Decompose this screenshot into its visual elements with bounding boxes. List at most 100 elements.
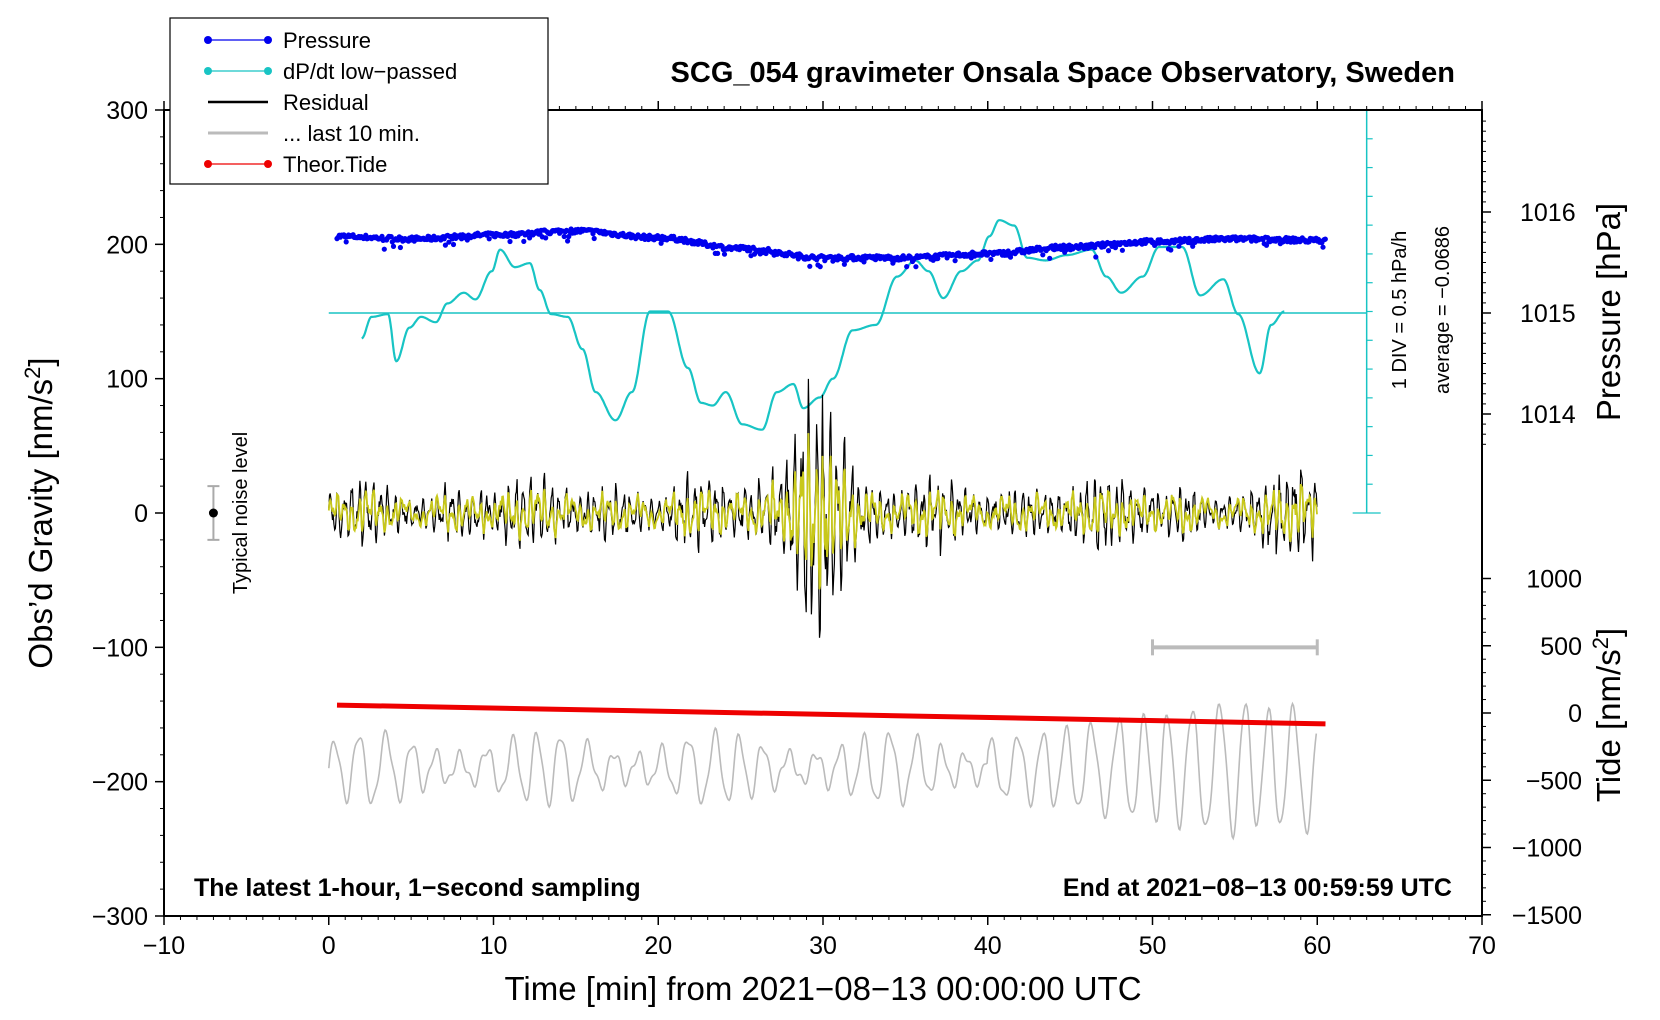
legend-label-pressure: Pressure	[283, 28, 371, 53]
x-tick-label: 60	[1303, 932, 1331, 960]
x-tick-label: 40	[974, 932, 1002, 960]
pressure-tick-label: 1014	[1520, 401, 1576, 429]
end-time-label: End at 2021−08−13 00:59:59 UTC	[1063, 874, 1452, 902]
legend-item-tide: Theor.Tide	[204, 152, 387, 177]
pressure-point	[817, 264, 823, 270]
legend-marker-dpdt-end	[264, 67, 272, 75]
legend-item-residual: Residual	[208, 90, 369, 115]
y-tick-label: −300	[92, 903, 148, 931]
pressure-point	[442, 242, 448, 248]
pressure-point	[988, 256, 994, 262]
x-tick-label: 70	[1468, 932, 1496, 960]
legend-item-last10: ... last 10 min.	[208, 121, 420, 146]
pressure-point	[381, 246, 387, 252]
pressure-point	[507, 238, 513, 245]
x-tick-label: 50	[1139, 932, 1167, 960]
pressure-point	[715, 250, 721, 256]
pressure-point	[952, 258, 958, 264]
pressure-point	[388, 234, 394, 240]
pressure-point	[446, 239, 452, 245]
noise-bar-point	[208, 508, 218, 518]
pressure-point	[1040, 252, 1046, 258]
pressure-point	[379, 233, 385, 239]
pressure-point	[904, 264, 910, 270]
pressure-point	[486, 236, 492, 242]
pressure-point	[561, 233, 567, 240]
y-tick-label: 100	[106, 366, 148, 394]
pressure-point	[1190, 243, 1196, 249]
pressure-point	[913, 264, 919, 270]
tide-tick-label: 1000	[1526, 566, 1582, 594]
legend-label-dpdt: dP/dt low−passed	[283, 59, 457, 84]
tide-tick-label: 500	[1540, 633, 1582, 661]
pressure-point	[1176, 243, 1182, 249]
y-tick-label: 0	[134, 500, 148, 528]
pressure-tick-label: 1015	[1520, 300, 1576, 328]
pressure-point	[591, 235, 597, 242]
tide-line	[336, 702, 1326, 727]
axis-layer: −10 0 10 20 30 40 50 60 703002001000−100−200−300…	[92, 97, 1582, 960]
legend-label-last10: ... last 10 min.	[283, 121, 420, 146]
pressure-point	[527, 235, 533, 241]
noise-level-label: Typical noise level	[230, 432, 252, 594]
pressure-point	[1322, 236, 1328, 242]
pressure-point	[565, 238, 571, 244]
tide-axis-title: Tide [nm/s2]	[1588, 628, 1627, 802]
y-tick-label: 300	[106, 97, 148, 125]
tide-tick-label: 0	[1568, 700, 1582, 728]
legend-marker-pressure-end	[264, 36, 272, 44]
legend-item-dpdt: dP/dt low−passed	[204, 59, 457, 84]
legend-marker-dpdt-start	[204, 67, 212, 75]
y-tick-label: −200	[92, 769, 148, 797]
legend-marker-tide-start	[204, 160, 212, 168]
dpdt-curve	[361, 219, 1285, 431]
pressure-point	[450, 241, 457, 248]
legend-marker-tide-end	[264, 160, 272, 168]
dpdt-scale-label: 1 DIV = 0.5 hPa/h	[1389, 231, 1411, 389]
pressure-point	[807, 263, 813, 269]
pressure-point	[543, 235, 549, 241]
x-axis-title: Time [min] from 2021−08−13 00:00:00 UTC	[504, 970, 1141, 1007]
last10-curve	[328, 701, 1318, 841]
pressure-point	[1168, 247, 1174, 253]
pressure-point	[390, 243, 397, 249]
x-tick-label: 10	[480, 932, 508, 960]
pressure-series	[334, 226, 1328, 270]
x-tick-label: −10	[143, 932, 185, 960]
pressure-point	[1105, 248, 1112, 254]
tide-tick-label: −500	[1526, 767, 1582, 795]
legend: Pressure dP/dt low−passed Residual ... l…	[169, 17, 549, 185]
chart-title: SCG_054 gravimeter Onsala Space Observat…	[671, 57, 1455, 89]
pressure-point	[521, 238, 527, 244]
tide-series	[336, 702, 1326, 727]
y-tick-label: 200	[106, 231, 148, 259]
pressure-point	[1320, 244, 1326, 250]
x-tick-label: 30	[809, 932, 837, 960]
tide-tick-label: −1500	[1512, 902, 1582, 930]
x-tick-label: 0	[322, 932, 336, 960]
pressure-point	[397, 244, 403, 251]
data-layer	[207, 109, 1381, 841]
pressure-point	[343, 239, 349, 245]
latest-hour-label: The latest 1-hour, 1−second sampling	[194, 874, 641, 902]
pressure-point	[1093, 254, 1099, 260]
tide-tick-label: −1000	[1512, 835, 1582, 863]
pressure-point	[721, 251, 728, 257]
average-label: average = −0.0686	[1432, 226, 1454, 394]
pressure-axis-title: Pressure [hPa]	[1590, 203, 1627, 421]
legend-marker-pressure-start	[204, 36, 212, 44]
pressure-point	[1119, 247, 1125, 253]
pressure-point	[841, 261, 848, 267]
legend-label-tide: Theor.Tide	[283, 152, 387, 177]
residual-smoothed-curve	[327, 433, 1318, 590]
pressure-tick-label: 1016	[1520, 199, 1576, 227]
y-axis-title: Obs’d Gravity [nm/s2]	[20, 357, 59, 668]
x-tick-label: 20	[644, 932, 672, 960]
y-tick-label: −100	[92, 634, 148, 662]
pressure-point	[1047, 255, 1053, 261]
legend-label-residual: Residual	[283, 90, 369, 115]
pressure-point	[566, 233, 572, 240]
legend-item-pressure: Pressure	[204, 28, 371, 53]
pressure-point	[861, 259, 867, 265]
